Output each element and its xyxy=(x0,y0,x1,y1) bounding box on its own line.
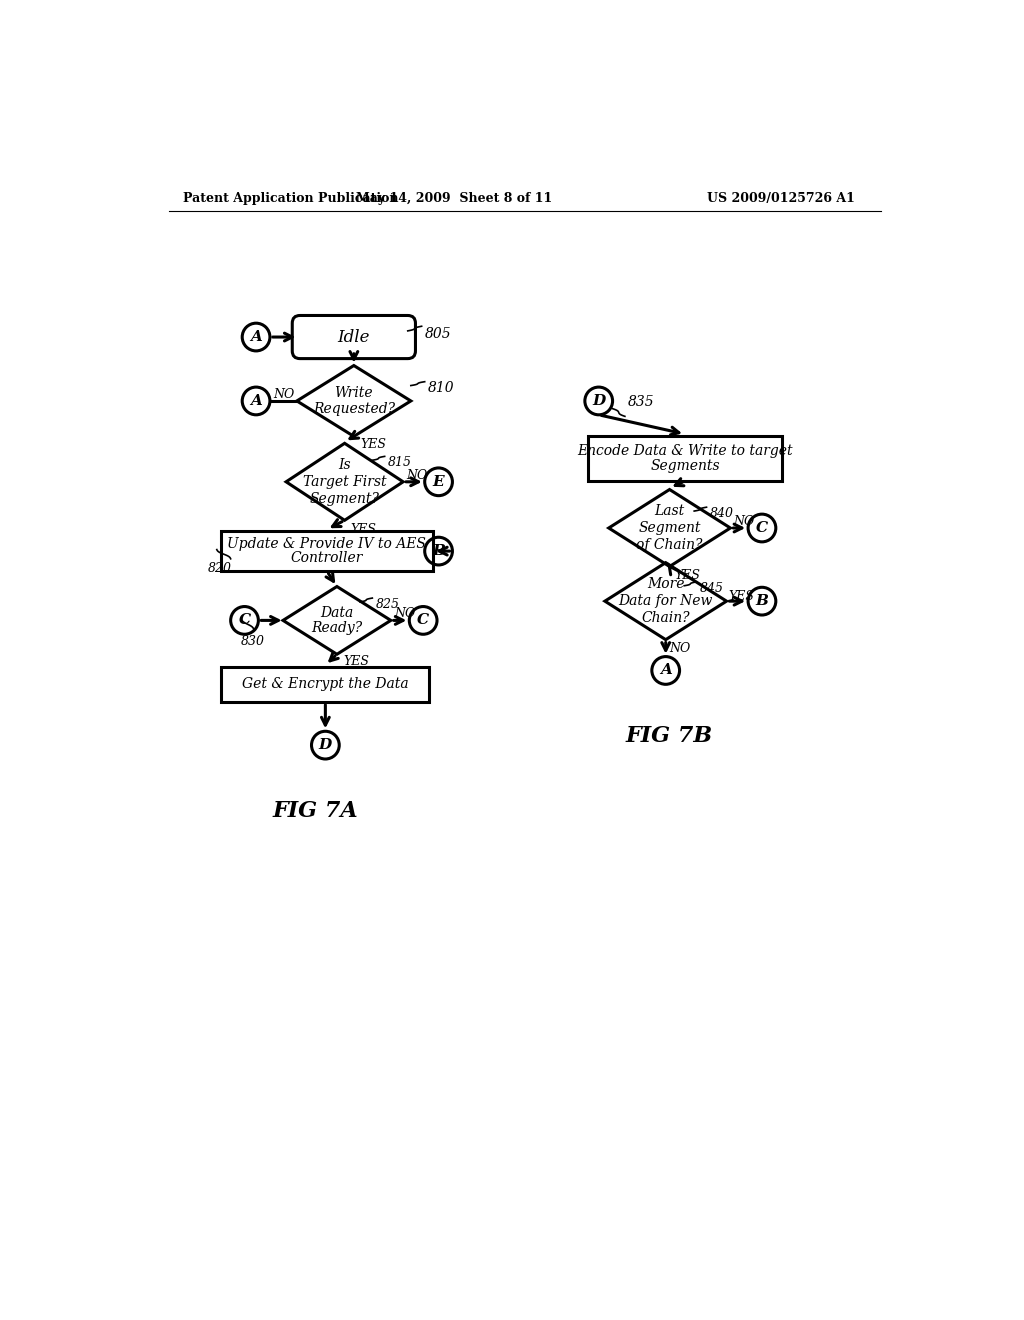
Text: 825: 825 xyxy=(376,598,399,611)
Text: YES: YES xyxy=(351,523,377,536)
Text: B: B xyxy=(432,544,445,558)
Text: 820: 820 xyxy=(208,561,231,574)
Text: Target First: Target First xyxy=(303,475,386,488)
Text: Encode Data & Write to target: Encode Data & Write to target xyxy=(578,445,793,458)
Bar xyxy=(221,667,429,702)
Text: YES: YES xyxy=(343,656,369,668)
Text: Segment: Segment xyxy=(638,521,700,535)
Text: A: A xyxy=(659,664,672,677)
Text: 805: 805 xyxy=(425,327,452,341)
Text: Segment?: Segment? xyxy=(309,492,380,506)
Text: Requested?: Requested? xyxy=(312,401,395,416)
Text: US 2009/0125726 A1: US 2009/0125726 A1 xyxy=(707,191,854,205)
Text: C: C xyxy=(417,614,429,627)
Text: Is: Is xyxy=(338,458,351,471)
Text: 815: 815 xyxy=(388,455,412,469)
Text: More: More xyxy=(647,577,684,591)
Text: 835: 835 xyxy=(628,396,654,409)
Text: Update & Provide IV to AES: Update & Provide IV to AES xyxy=(227,537,426,552)
Text: YES: YES xyxy=(360,437,386,450)
Text: Write: Write xyxy=(335,387,373,400)
Text: Ready?: Ready? xyxy=(311,620,362,635)
Text: NO: NO xyxy=(407,469,427,482)
Text: B: B xyxy=(756,594,768,609)
Text: May 14, 2009  Sheet 8 of 11: May 14, 2009 Sheet 8 of 11 xyxy=(355,191,552,205)
Text: YES: YES xyxy=(729,590,755,603)
Text: C: C xyxy=(756,521,768,535)
Text: Data: Data xyxy=(321,606,353,620)
Bar xyxy=(221,531,433,572)
Text: NO: NO xyxy=(394,607,416,620)
Text: 810: 810 xyxy=(428,381,455,395)
Text: FIG 7B: FIG 7B xyxy=(626,725,713,747)
Text: 830: 830 xyxy=(241,635,264,648)
Text: Get & Encrypt the Data: Get & Encrypt the Data xyxy=(242,677,409,692)
Text: 845: 845 xyxy=(699,582,724,594)
Text: 840: 840 xyxy=(710,507,733,520)
Text: Chain?: Chain? xyxy=(641,611,690,626)
Text: FIG 7A: FIG 7A xyxy=(272,800,358,822)
Text: YES: YES xyxy=(674,569,700,582)
Text: A: A xyxy=(250,393,262,408)
Text: Idle: Idle xyxy=(338,329,370,346)
Text: NO: NO xyxy=(273,388,294,401)
Text: D: D xyxy=(592,393,605,408)
Text: Data for New: Data for New xyxy=(618,594,713,609)
Text: C: C xyxy=(239,614,251,627)
Text: Patent Application Publication: Patent Application Publication xyxy=(183,191,398,205)
Text: D: D xyxy=(318,738,332,752)
Text: Controller: Controller xyxy=(291,550,364,565)
Text: Segments: Segments xyxy=(650,459,720,473)
Text: NO: NO xyxy=(733,515,755,528)
Text: Last: Last xyxy=(654,504,685,517)
Text: A: A xyxy=(250,330,262,345)
Text: E: E xyxy=(433,475,444,488)
Bar xyxy=(588,437,782,480)
Text: NO: NO xyxy=(670,643,691,656)
Text: of Chain?: of Chain? xyxy=(636,539,702,552)
